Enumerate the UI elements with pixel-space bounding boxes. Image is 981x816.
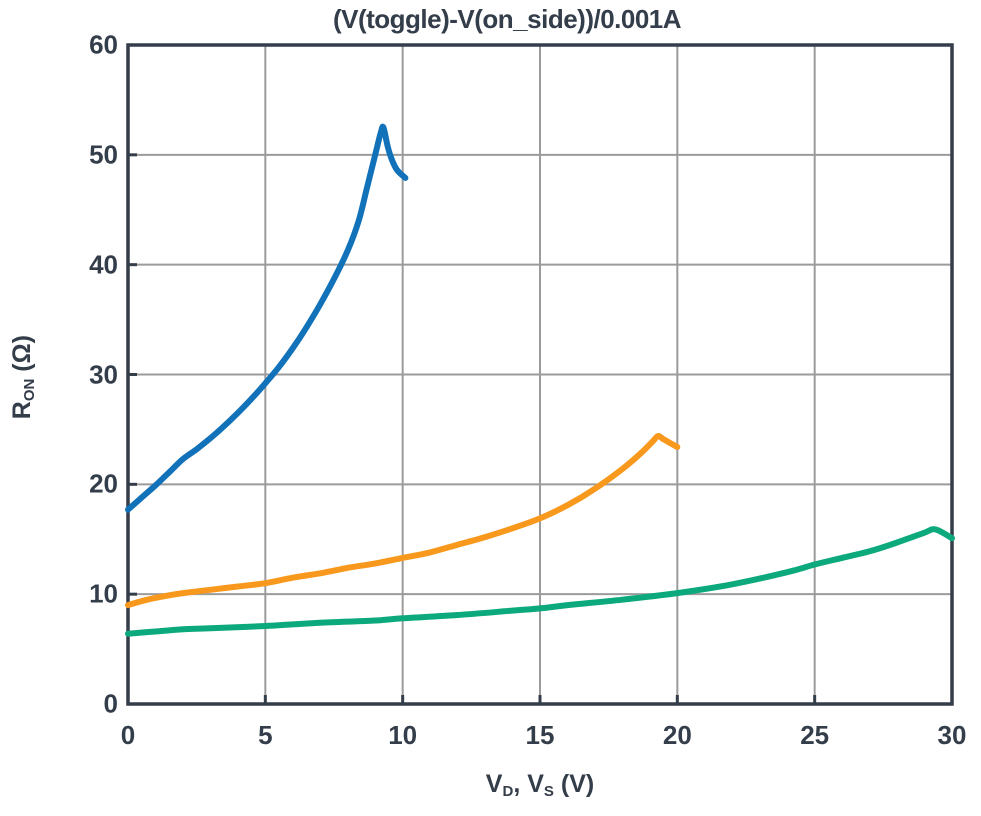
axis-label-subscript: D bbox=[502, 783, 514, 801]
axis-label-subscript: S bbox=[543, 783, 554, 801]
orange-curve bbox=[125, 432, 681, 609]
x-tick-label: 25 bbox=[800, 720, 830, 750]
x-tick-label: 20 bbox=[662, 720, 692, 750]
chart-title: (V(toggle)-V(on_side))/0.001A bbox=[332, 4, 682, 34]
axis-label-text: (V) bbox=[553, 770, 595, 798]
y-tick-label: 60 bbox=[89, 29, 118, 60]
green-curve bbox=[125, 526, 955, 637]
blue-curve bbox=[125, 123, 409, 513]
y-tick-label: 40 bbox=[89, 249, 118, 280]
x-tick-label: 10 bbox=[388, 720, 418, 750]
y-tick-label: 30 bbox=[89, 359, 118, 389]
y-tick-label: 10 bbox=[89, 578, 118, 609]
x-axis-label: VD, VS (V) bbox=[128, 770, 952, 800]
x-tick-label: 5 bbox=[258, 720, 273, 750]
x-tick-label: 0 bbox=[120, 720, 136, 750]
y-tick-label: 20 bbox=[89, 468, 118, 499]
y-tick-label: 50 bbox=[89, 139, 118, 170]
axis-label-text: , V bbox=[513, 770, 544, 798]
axis-label-text: V bbox=[485, 770, 503, 798]
x-tick-label: 30 bbox=[937, 720, 967, 750]
x-tick-label: 15 bbox=[525, 720, 555, 750]
y-tick-label: 0 bbox=[103, 688, 118, 719]
